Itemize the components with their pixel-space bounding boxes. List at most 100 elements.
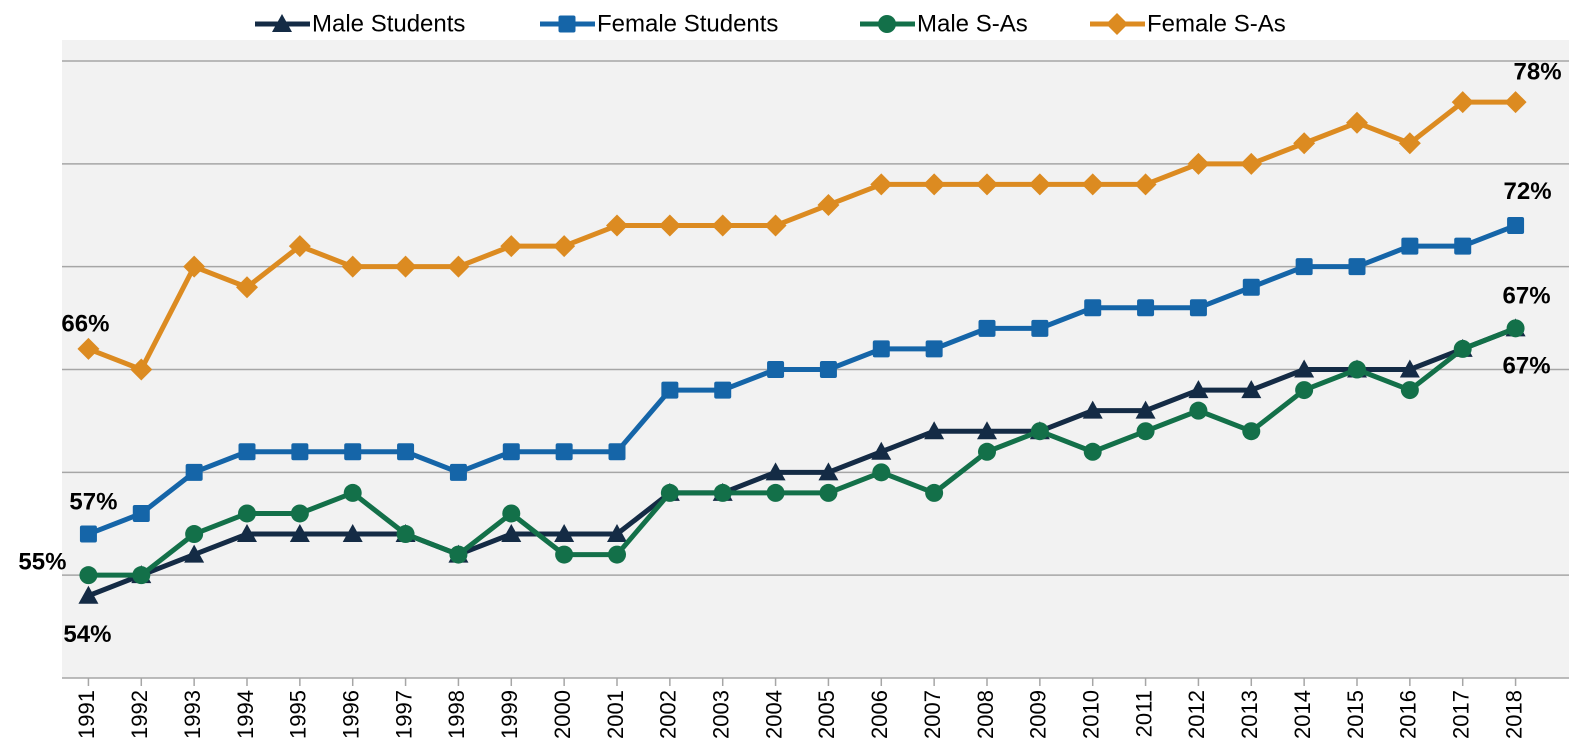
marker xyxy=(341,255,364,278)
marker xyxy=(660,483,679,502)
marker xyxy=(1189,401,1208,420)
marker xyxy=(1081,173,1104,196)
marker xyxy=(608,545,626,564)
marker xyxy=(236,276,258,299)
marker xyxy=(555,443,573,461)
marker xyxy=(1506,319,1525,338)
data-label: 67% xyxy=(1503,353,1551,380)
marker xyxy=(977,421,997,440)
marker xyxy=(1401,237,1419,255)
marker xyxy=(878,15,896,33)
marker xyxy=(1189,299,1207,317)
marker xyxy=(185,463,203,481)
marker xyxy=(1504,91,1527,114)
x-tick-label: 1998 xyxy=(444,690,469,739)
marker xyxy=(500,235,523,258)
marker xyxy=(132,504,150,522)
x-tick-label: 2008 xyxy=(973,690,998,739)
legend-label: Male S-As xyxy=(917,10,1028,37)
marker xyxy=(1241,380,1262,399)
marker xyxy=(1242,422,1261,441)
marker xyxy=(1454,237,1472,255)
x-tick-label: 1992 xyxy=(127,690,152,739)
marker xyxy=(608,443,626,461)
x-tick-label: 2009 xyxy=(1026,690,1051,739)
x-tick-label: 2001 xyxy=(603,690,628,739)
x-tick-label: 2005 xyxy=(814,690,839,739)
x-tick-label: 2003 xyxy=(709,690,734,739)
marker xyxy=(1031,319,1049,337)
marker xyxy=(870,173,893,196)
marker xyxy=(766,483,785,502)
marker xyxy=(1030,422,1049,441)
marker xyxy=(658,214,681,237)
marker xyxy=(396,525,415,544)
marker xyxy=(501,524,522,543)
marker xyxy=(1399,359,1420,378)
marker xyxy=(978,442,996,461)
marker xyxy=(976,173,998,196)
marker xyxy=(1084,299,1102,317)
marker xyxy=(606,214,628,237)
x-tick-label: 2000 xyxy=(550,690,575,739)
marker xyxy=(819,483,838,502)
marker xyxy=(767,361,785,378)
marker xyxy=(343,483,362,502)
marker xyxy=(132,566,151,585)
marker xyxy=(925,340,943,358)
marker xyxy=(184,544,205,563)
series-line xyxy=(87,326,1517,599)
x-tick-label: 1993 xyxy=(180,690,205,739)
marker xyxy=(288,235,311,258)
marker xyxy=(1348,258,1366,276)
marker xyxy=(272,14,292,32)
series-line xyxy=(88,326,1517,578)
marker xyxy=(871,441,892,460)
x-tick-label: 2002 xyxy=(656,690,681,739)
marker xyxy=(607,524,627,543)
marker xyxy=(238,504,256,523)
marker xyxy=(1134,173,1157,196)
marker xyxy=(1135,400,1156,419)
data-label: 66% xyxy=(61,310,109,337)
x-tick-label: 2012 xyxy=(1184,690,1209,739)
marker xyxy=(130,358,153,381)
legend-label: Male Students xyxy=(312,10,465,37)
marker xyxy=(449,463,467,481)
marker xyxy=(1083,442,1102,461)
marker xyxy=(78,585,99,604)
marker xyxy=(1242,278,1260,296)
data-label: 72% xyxy=(1504,178,1552,205)
marker xyxy=(290,504,309,523)
marker xyxy=(1136,422,1155,441)
marker xyxy=(554,524,575,543)
marker xyxy=(447,255,470,278)
legend-label: Female Students xyxy=(597,10,778,37)
marker xyxy=(1188,380,1209,399)
marker xyxy=(79,566,98,585)
marker xyxy=(764,214,787,237)
marker xyxy=(1295,381,1314,400)
marker xyxy=(553,235,576,258)
marker xyxy=(1398,132,1421,155)
x-tick-label: 2015 xyxy=(1343,690,1368,739)
marker xyxy=(1082,400,1103,419)
marker xyxy=(185,525,204,544)
marker xyxy=(765,462,786,481)
marker xyxy=(1451,91,1474,114)
marker xyxy=(502,504,521,523)
marker xyxy=(79,525,97,543)
marker xyxy=(238,443,256,461)
marker xyxy=(818,462,839,481)
marker xyxy=(872,463,891,482)
data-label: 78% xyxy=(1514,58,1562,85)
marker xyxy=(819,361,837,378)
marker xyxy=(344,443,362,461)
marker xyxy=(1453,339,1472,358)
plot-background xyxy=(62,40,1569,678)
x-tick-label: 2006 xyxy=(867,690,892,739)
series-line xyxy=(87,223,1517,537)
marker xyxy=(502,443,520,461)
marker xyxy=(289,524,310,543)
